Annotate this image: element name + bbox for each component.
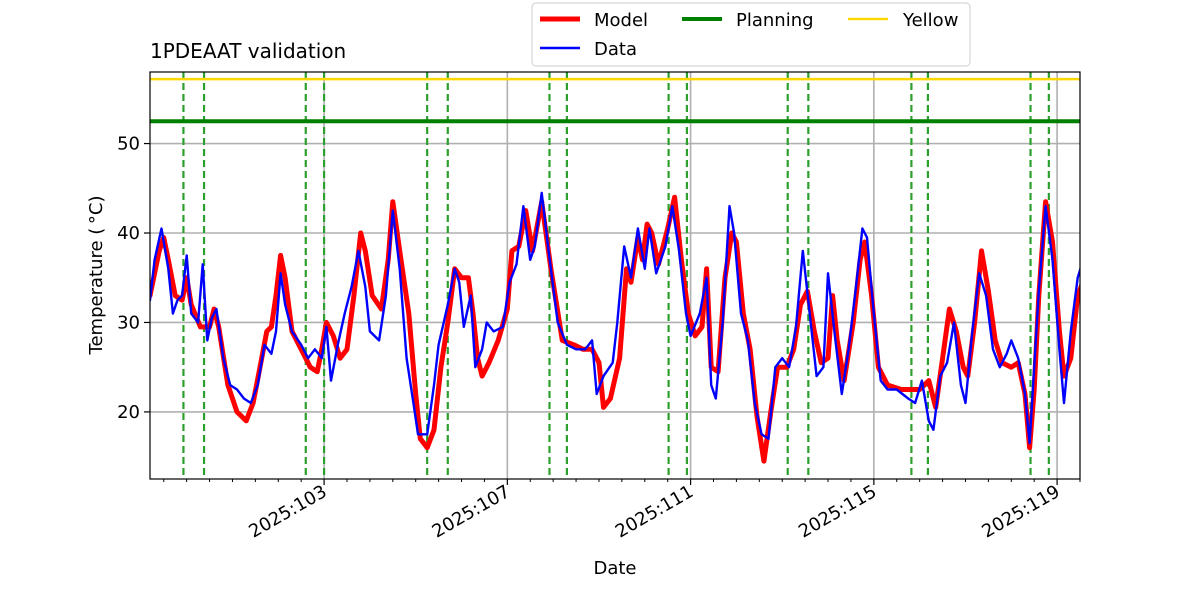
plot-frame	[149, 71, 1081, 480]
hline-layer	[150, 77, 1080, 124]
legend-label-planning: Planning	[736, 10, 814, 31]
chart-title: 1PDEAAT validation	[150, 39, 346, 63]
series-line-data	[150, 191, 1080, 445]
legend-label-data: Data	[594, 39, 637, 60]
y-tick-label: 30	[117, 312, 140, 333]
series-layer	[150, 191, 1080, 464]
y-tick-label: 20	[117, 402, 140, 423]
y-axis-label: Temperature ( °C)	[86, 196, 107, 356]
y-tick-label: 40	[117, 223, 140, 244]
legend-label-yellow: Yellow	[902, 10, 958, 31]
legend-label-model: Model	[594, 10, 648, 31]
y-tick-label: 50	[117, 134, 140, 155]
x-axis-label: Date	[593, 558, 636, 579]
legend: Model Data Planning Yellow	[531, 2, 971, 67]
